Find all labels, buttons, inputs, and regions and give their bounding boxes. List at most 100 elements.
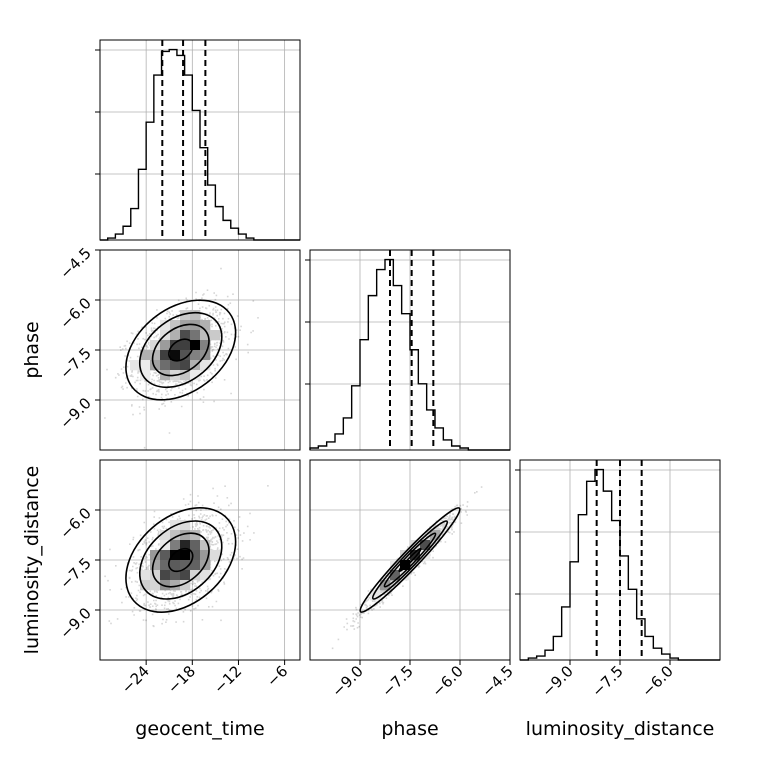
density-cell [160,350,171,361]
density-cell [410,550,421,561]
y-tick-label-phase: −6.0 [56,294,94,332]
density-cell [420,540,431,551]
density-cell [370,590,381,601]
density-cell [150,550,161,561]
y-tick-label-luminosity_distance: −6.0 [56,504,94,542]
contour-inner [168,338,194,362]
density-cell [180,360,191,371]
density-cell [200,320,211,331]
histogram-luminosity_distance [520,468,720,661]
density-cell [150,340,161,351]
x-axis-label-geocent_time: geocent_time [135,718,264,740]
contour-inner [398,547,422,573]
x-axis-label-luminosity_distance: luminosity_distance [526,718,715,740]
histogram-phase [309,258,510,451]
density-cell [170,560,181,571]
density-cell [160,580,171,591]
histogram-geocent_time [100,48,300,241]
density-cell [390,570,401,581]
scatter-panel-phase-luminosity_distance [309,459,511,661]
density-cell [160,560,171,571]
density-cell [160,570,171,581]
density-cell [130,360,141,371]
contour-outer [138,311,223,389]
x-tick-label-geocent_time: −18 [164,662,199,697]
density-cell [190,340,201,351]
x-tick-label-geocent_time: −12 [210,662,245,697]
panel-frame [309,249,511,451]
density-cell [170,550,181,561]
histogram-panel-geocent_time [95,39,301,241]
density-cell [150,360,161,371]
y-tick-label-luminosity_distance: −9.0 [56,604,94,642]
density-cell [190,560,201,571]
density-cell [170,350,181,361]
density-cell [140,350,151,361]
panel-content [100,460,300,660]
density-cell [180,350,191,361]
density-cell [170,360,181,371]
density-cell [170,330,181,341]
density-cell [150,350,161,361]
contour-mid [151,323,210,377]
scatter-panel-geocent_time-luminosity_distance [99,459,301,661]
y-tick-label-luminosity_distance: −7.5 [56,554,94,592]
histogram-panel-luminosity_distance [515,459,721,661]
density-cell [140,580,151,591]
y-tick-label-phase: −7.5 [56,344,94,382]
density-cell [150,560,161,571]
contour-mid [151,532,210,588]
x-tick-label-luminosity_distance: −7.5 [588,662,626,700]
density-cell [180,310,191,321]
density-cell [210,330,221,341]
contour-inner [168,547,194,573]
density-cell [200,540,211,551]
density-cell [200,340,211,351]
density-cell [180,560,191,571]
x-tick-label-luminosity_distance: −9.0 [538,662,576,700]
density-cell [190,570,201,581]
y-axis-label-luminosity_distance: luminosity_distance [21,466,43,655]
histogram-panel-phase [305,249,511,451]
contour-outer [138,520,223,600]
contour-outermost [125,299,237,401]
x-axis-label-phase: phase [381,718,438,740]
density-cell [170,580,181,591]
x-tick-label-phase: −9.0 [328,662,366,700]
x-tick-label-phase: −6.0 [428,662,466,700]
contour-outer [371,520,449,600]
density-cell [190,350,201,361]
density-cell [180,540,191,551]
density-cell [160,360,171,371]
x-tick-label-phase: −4.5 [478,662,516,700]
density-cell [190,330,201,341]
y-tick-label-phase: −9.0 [56,394,94,432]
panel-frame [99,39,301,241]
density-cell [200,330,211,341]
density-cell [180,530,191,541]
density-cell [210,550,221,561]
contour-outermost [125,507,237,613]
density-cell [200,550,211,561]
contour-outermost [359,507,461,613]
density-cell [160,530,171,541]
x-tick-label-phase: −7.5 [378,662,416,700]
density-cell [160,550,171,561]
density-cell [180,580,191,591]
density-cell [170,320,181,331]
y-axis-label-phase: phase [21,321,43,378]
density-cell [160,340,171,351]
scatter-panel-geocent_time-phase [99,249,301,451]
x-tick-label-geocent_time: −6 [263,662,291,690]
y-tick-label-phase: −4.5 [56,244,94,282]
density-cell [190,530,201,541]
density-cell [190,540,201,551]
density-cell [180,370,191,381]
density-cell [140,360,151,371]
density-cell [180,570,191,581]
x-tick-label-geocent_time: −24 [118,662,153,697]
density-cell [190,310,201,321]
density-cell [180,550,191,561]
density-cell [180,330,191,341]
